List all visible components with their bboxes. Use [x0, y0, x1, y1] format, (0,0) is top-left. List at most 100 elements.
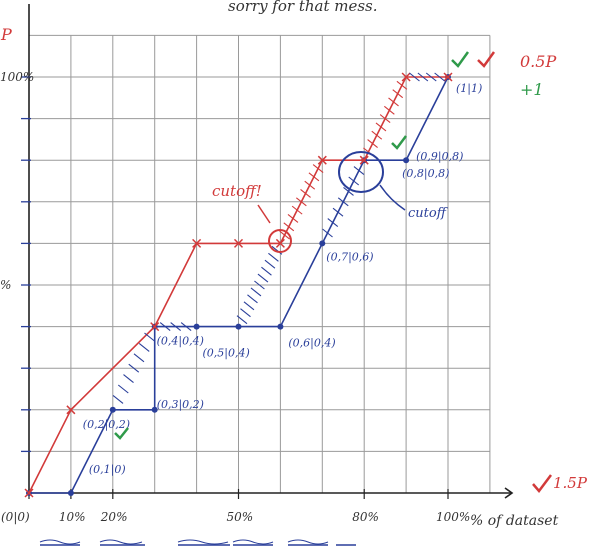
point-blue: [151, 406, 158, 413]
point-blue: [193, 323, 200, 330]
hatch-mark: [417, 72, 429, 82]
score-top: 0.5P: [520, 52, 556, 71]
hatch-mark: [327, 218, 339, 228]
point-label: (0,9|0,8): [416, 150, 463, 164]
point-label: (0,5|0,4): [203, 347, 250, 361]
chart-title: sorry for that mess.: [228, 0, 378, 15]
point-red: [443, 72, 453, 82]
point-blue: [403, 157, 410, 164]
hatch-mark: [243, 301, 255, 311]
hatch-mark: [300, 189, 311, 198]
point-label: (1|1): [456, 82, 482, 96]
hatch-mark: [425, 72, 437, 82]
hatch-mark: [322, 228, 333, 238]
cutoff-red-annotation: cutoff!: [212, 182, 262, 200]
x-tick-label: 50%: [227, 510, 254, 524]
hatch-mark: [268, 252, 279, 262]
x-tick-label: (0|0): [1, 510, 30, 524]
check-red-right: [532, 474, 552, 493]
hatch-mark: [388, 97, 399, 107]
hatch-mark: [434, 72, 445, 82]
x-axis-title: % of dataset: [470, 513, 559, 529]
hatch-mark: [279, 230, 290, 240]
hatch-mark: [117, 384, 129, 394]
hatch-mark: [247, 294, 258, 304]
hatch-mark: [112, 394, 124, 404]
x-tick-label: 10%: [59, 510, 86, 524]
axes: (0|0) 10% 20% 50% 80% 100% 100%%: [0, 4, 514, 524]
hatch-mark: [180, 322, 192, 332]
hatch-mark: [291, 205, 303, 215]
point-label: (0,8|0,8): [402, 167, 449, 181]
x-tick-label: 80%: [352, 510, 379, 524]
y-tick-label: 100%: [0, 70, 34, 84]
point-red: [275, 238, 285, 248]
hatch-mark: [254, 280, 265, 290]
hatch-mark: [283, 222, 295, 232]
cutoff-circle-red: [268, 229, 292, 253]
hatch-mark: [240, 308, 251, 318]
hatch-mark: [170, 322, 181, 332]
hatch-mark: [287, 214, 299, 223]
point-label: (0,4|0,4): [157, 335, 204, 349]
point-blue: [319, 240, 326, 247]
left-top-mark: P: [0, 25, 12, 44]
hatch-mark: [348, 176, 360, 186]
hatch-mark: [271, 245, 283, 255]
check-green-mid: [391, 135, 407, 150]
point-red: [66, 405, 76, 415]
score-plus: +1: [520, 80, 544, 99]
cutoff-pointer-blue: [379, 184, 406, 211]
point-red: [359, 155, 369, 165]
point-red: [401, 72, 411, 82]
hatch-mark: [379, 114, 391, 124]
hatch-mark: [264, 259, 276, 269]
point-label: (0,2|0,2): [83, 418, 130, 432]
point-label: (0,6|0,4): [288, 337, 335, 351]
check-red-top: [477, 51, 496, 68]
cutoff-blue-annotation: cutoff: [408, 206, 449, 221]
point-label: (0,1|0): [89, 463, 126, 477]
point-label: (0,3|0,2): [157, 398, 204, 412]
hatch-mark: [128, 363, 140, 373]
labels-layer: (0,1|0) (0,2|0,2) (0,3|0,2) (0,4|0,4)(0,5|0…: [83, 82, 482, 477]
cutoff-pointer-red: [257, 204, 271, 224]
hatch-mark: [304, 180, 316, 190]
hatch-mark: [409, 72, 420, 82]
hatch-mark: [367, 139, 378, 148]
hatch-mark: [375, 122, 387, 132]
hatch-mark: [296, 197, 307, 207]
point-blue: [235, 323, 242, 330]
hatch-mark: [159, 322, 171, 332]
hatch-mark: [371, 130, 383, 140]
point-red: [24, 488, 34, 498]
score-right: 1.5P: [553, 474, 588, 492]
hatch-mark: [337, 197, 349, 207]
hatch-mark: [383, 105, 395, 115]
hatch-mark: [138, 342, 150, 352]
point-red: [150, 322, 160, 332]
point-blue: [277, 323, 284, 330]
series-line-blue: [29, 76, 449, 494]
hatch-mark: [236, 315, 248, 325]
y-tick-label: %: [0, 278, 11, 292]
cutoff-circle-blue: [338, 151, 384, 193]
point-blue: [109, 406, 116, 413]
point-red: [317, 155, 327, 165]
point-blue: [67, 490, 74, 496]
hatch-mark: [332, 207, 344, 217]
hatch-mark: [392, 89, 404, 99]
series-layer: [24, 72, 453, 498]
hatch-mark: [353, 166, 365, 176]
hatch-mark: [396, 80, 408, 90]
hatch-mark: [261, 266, 272, 276]
hatch-mark: [308, 172, 320, 182]
x-tick-label: 100%: [436, 510, 470, 524]
x-tick-label: 20%: [100, 510, 128, 524]
hatch-mark: [123, 374, 134, 384]
check-green-low: [114, 427, 129, 440]
hatch-mark: [133, 353, 145, 363]
scribbles: [39, 539, 356, 546]
hatch-mark: [312, 164, 324, 173]
